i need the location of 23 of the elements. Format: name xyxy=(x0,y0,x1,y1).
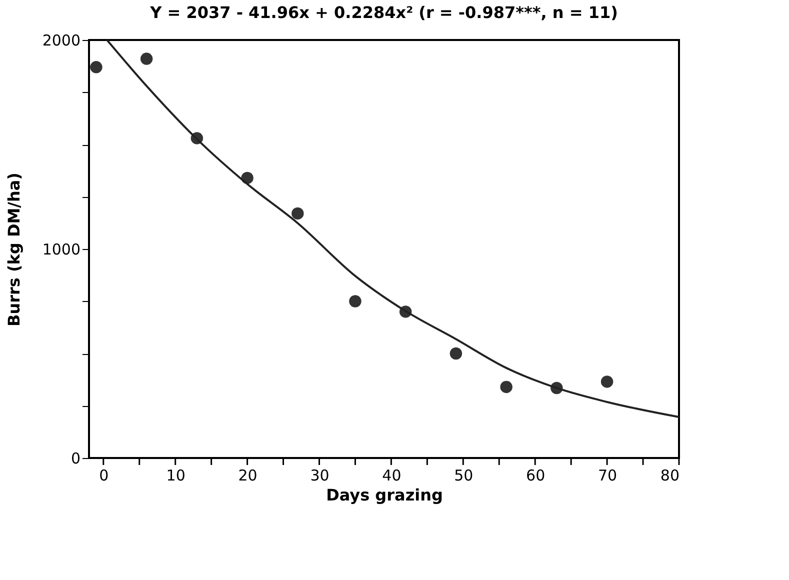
point xyxy=(600,376,614,388)
x-tick-label: 20 xyxy=(238,466,258,484)
point xyxy=(349,295,362,308)
x-tick-label: 60 xyxy=(526,466,546,484)
y-tick-label: 1000 xyxy=(42,240,80,258)
line-series xyxy=(106,39,680,418)
x-tick-label: 30 xyxy=(310,466,330,484)
x-tick-label: 40 xyxy=(382,466,402,484)
y-tick-label: 0 xyxy=(70,450,80,468)
x-tick-label: 80 xyxy=(660,466,680,484)
point xyxy=(292,207,304,220)
point xyxy=(90,61,102,74)
x-tick-label: 50 xyxy=(454,466,474,484)
x-tick-label: 10 xyxy=(166,466,186,484)
y-tick-label: 2000 xyxy=(42,32,80,50)
chart-title: Y = 2037 - 41.96x + 0.2284x² (r = -0.987***, n = 11) xyxy=(149,3,618,22)
x-tick-label: 70 xyxy=(598,466,618,484)
point xyxy=(500,380,512,394)
x-axis-title: Days grazing xyxy=(326,486,443,504)
point xyxy=(140,52,153,65)
point xyxy=(450,347,462,360)
x-tick-label: 0 xyxy=(99,466,109,484)
y-axis-title: Burrs (kg DM/ha) xyxy=(4,172,24,326)
